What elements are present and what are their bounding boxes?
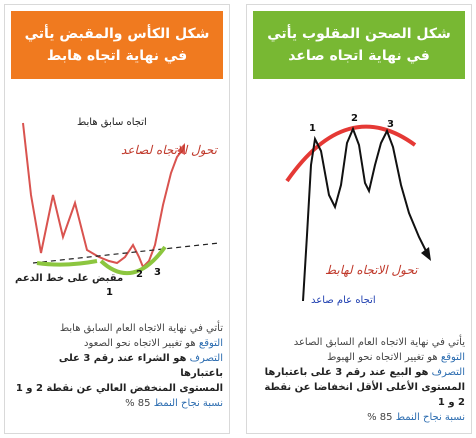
cup-point-2: 2 <box>136 269 143 280</box>
cup-support-line <box>32 242 220 264</box>
saucer-price-arrow <box>421 247 431 261</box>
cup-reversal-label: تحول الاتجاه لصاعد <box>121 143 218 157</box>
cup-desc-line1: تأتي في نهاية الاتجاه العام السابق هابط <box>59 323 223 334</box>
saucer-description: يأتي في نهاية الاتجاه العام السابق الصاع… <box>257 335 465 425</box>
saucer-reversal-label: تحول الاتجاه لهابط <box>325 263 418 277</box>
saucer-general-trend-label: اتجاه عام صاعد <box>311 295 376 306</box>
cup-handle-title-line2: في نهاية اتجاه هابط <box>46 48 188 64</box>
saucer-dome-curve <box>285 124 417 183</box>
cup-point-1: 1 <box>106 287 113 298</box>
inverted-saucer-panel: شكل الصحن المقلوب يأتي في نهاية اتجاه صا… <box>246 4 472 434</box>
cup-handle-diagram <box>22 122 220 276</box>
cup-handle-curve <box>36 259 98 267</box>
cup-prior-trend-label: اتجاه سابق هابط <box>77 117 147 128</box>
cup-action-label: التصرف <box>189 353 223 364</box>
cup-price-line <box>22 122 184 269</box>
saucer-desc-line1: يأتي في نهاية الاتجاه العام السابق الصاع… <box>293 337 465 348</box>
saucer-success-value: 85 % <box>367 412 393 423</box>
saucer-expect-text: هو تغيير الاتجاه نحو الهبوط <box>327 352 438 363</box>
saucer-point-2: 2 <box>351 113 358 124</box>
saucer-price-line <box>302 126 428 302</box>
cup-bowl-curve <box>99 245 167 276</box>
saucer-title-line2: في نهاية اتجاه صاعد <box>288 48 430 64</box>
cup-point-3: 3 <box>154 267 161 278</box>
cup-expect-label: التوقع <box>198 338 223 349</box>
saucer-action-text: هو البيع عند رقم 3 على باعتبارها <box>264 367 429 378</box>
saucer-point-1: 1 <box>309 123 316 134</box>
cup-desc-success: نسبة نجاح النمط 85 % <box>15 396 223 411</box>
inverted-saucer-diagram <box>285 124 431 302</box>
saucer-expect-label: التوقع <box>440 352 465 363</box>
cup-success-value: 85 % <box>125 398 151 409</box>
saucer-point-3: 3 <box>387 119 394 130</box>
saucer-title-line1: شكل الصحن المقلوب يأتي <box>267 26 451 42</box>
cup-handle-label: مقبض على خط الدعم <box>15 273 124 284</box>
cup-expect-text: هو تغيير الاتجاه نحو الصعود <box>84 338 196 349</box>
saucer-action-text2: المستوى الأعلى الأقل انخفاضا عن نقطة 2 و… <box>264 382 465 408</box>
cup-success-label: نسبة نجاح النمط <box>153 398 223 409</box>
saucer-action-label: التصرف <box>431 367 465 378</box>
cup-desc-expect: التوقع هو تغيير الاتجاه نحو الصعود <box>15 336 223 351</box>
saucer-desc-expect: التوقع هو تغيير الاتجاه نحو الهبوط <box>257 350 465 365</box>
saucer-success-label: نسبة نجاح النمط <box>395 412 465 423</box>
saucer-desc-success: نسبة نجاح النمط 85 % <box>257 410 465 425</box>
cup-description: تأتي في نهاية الاتجاه العام السابق هابط … <box>15 321 223 411</box>
inverted-saucer-header: شكل الصحن المقلوب يأتي في نهاية اتجاه صا… <box>253 11 465 79</box>
saucer-desc-action: التصرف هو البيع عند رقم 3 على باعتبارها <box>257 365 465 380</box>
cup-handle-header: شكل الكأس والمقبض يأتي في نهاية اتجاه ها… <box>11 11 223 79</box>
cup-handle-panel: شكل الكأس والمقبض يأتي في نهاية اتجاه ها… <box>4 4 230 434</box>
cup-handle-title-line1: شكل الكأس والمقبض يأتي <box>24 26 210 42</box>
cup-desc-action: التصرف هو الشراء عند رقم 3 على باعتبارها <box>15 351 223 381</box>
cup-action-text2: المستوى المنخفض العالي عن نقطة 2 و 1 <box>15 383 223 394</box>
cup-price-arrow <box>177 143 185 155</box>
cup-action-text: هو الشراء عند رقم 3 على باعتبارها <box>58 353 223 379</box>
